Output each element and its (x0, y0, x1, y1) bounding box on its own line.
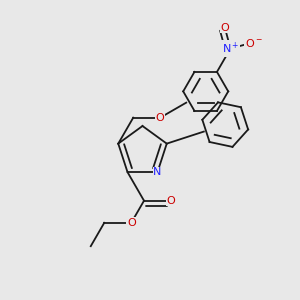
Text: O: O (156, 112, 165, 123)
Text: O: O (167, 196, 176, 206)
Text: N$^+$: N$^+$ (222, 41, 239, 56)
Text: O: O (127, 218, 136, 228)
Text: N: N (153, 167, 162, 177)
Text: O: O (220, 23, 229, 33)
Text: O$^-$: O$^-$ (245, 37, 263, 49)
Text: N: N (226, 44, 235, 53)
